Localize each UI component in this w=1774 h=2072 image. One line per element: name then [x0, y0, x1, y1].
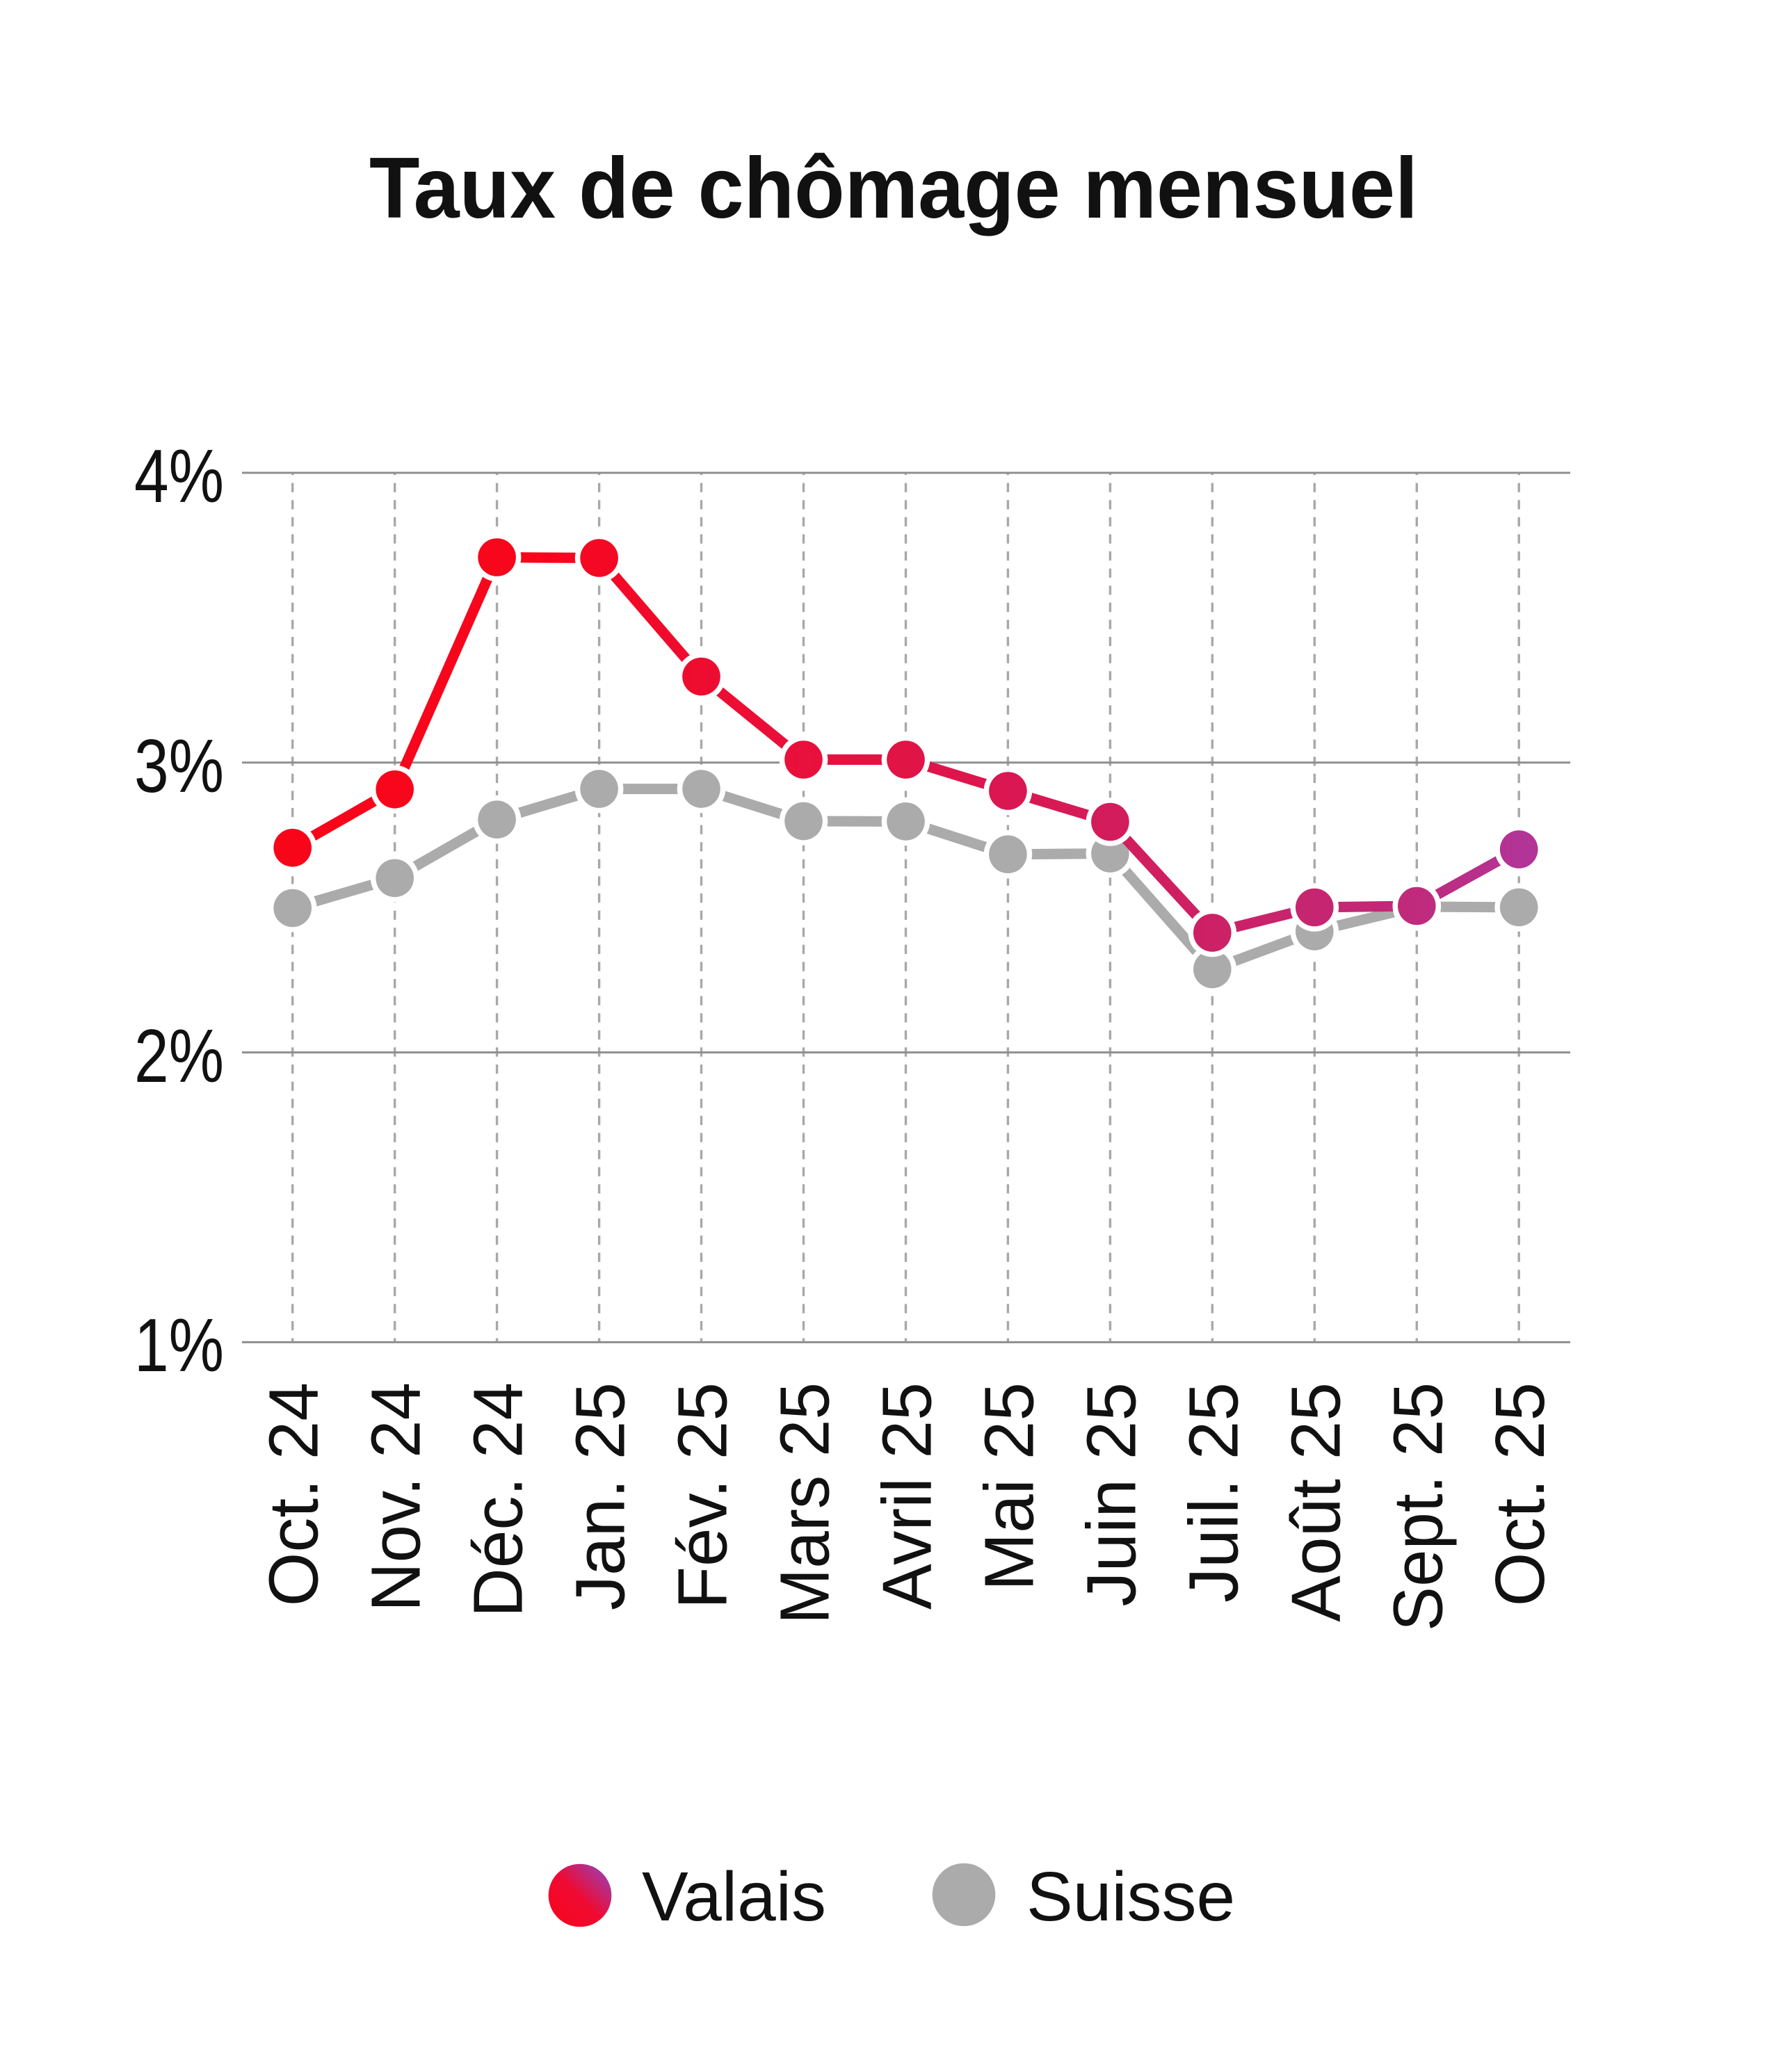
svg-text:Suisse: Suisse: [1026, 1858, 1235, 1936]
svg-text:Juin 25: Juin 25: [1072, 1382, 1150, 1606]
svg-text:Valais: Valais: [642, 1858, 826, 1936]
svg-text:Oct. 25: Oct. 25: [1481, 1382, 1559, 1606]
svg-text:4%: 4%: [134, 434, 224, 519]
svg-text:1%: 1%: [134, 1303, 224, 1388]
svg-text:3%: 3%: [134, 724, 224, 809]
svg-text:Août 25: Août 25: [1277, 1382, 1355, 1622]
svg-text:Mars 25: Mars 25: [766, 1382, 844, 1624]
svg-text:Juil. 25: Juil. 25: [1175, 1382, 1252, 1603]
svg-text:Fév. 25: Fév. 25: [664, 1382, 742, 1609]
svg-text:2%: 2%: [134, 1014, 224, 1099]
svg-text:Sept. 25: Sept. 25: [1379, 1382, 1457, 1631]
svg-text:Déc. 24: Déc. 24: [460, 1382, 538, 1617]
svg-text:Jan. 25: Jan. 25: [562, 1382, 640, 1610]
svg-text:Taux de chômage mensuel: Taux de chômage mensuel: [369, 140, 1418, 236]
svg-text:Oct. 24: Oct. 24: [255, 1382, 333, 1606]
svg-text:Avril 25: Avril 25: [869, 1382, 946, 1610]
svg-text:Nov. 24: Nov. 24: [357, 1382, 435, 1612]
svg-text:Mai 25: Mai 25: [970, 1382, 1048, 1591]
